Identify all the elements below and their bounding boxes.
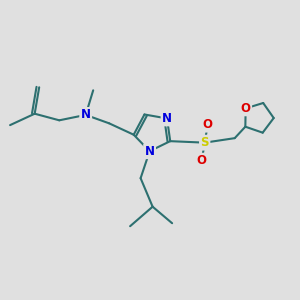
Text: N: N (162, 112, 172, 125)
Text: O: O (241, 102, 251, 115)
Text: S: S (200, 136, 209, 149)
Text: O: O (203, 118, 213, 131)
Text: N: N (145, 145, 154, 158)
Text: N: N (81, 108, 91, 122)
Text: O: O (197, 154, 207, 167)
